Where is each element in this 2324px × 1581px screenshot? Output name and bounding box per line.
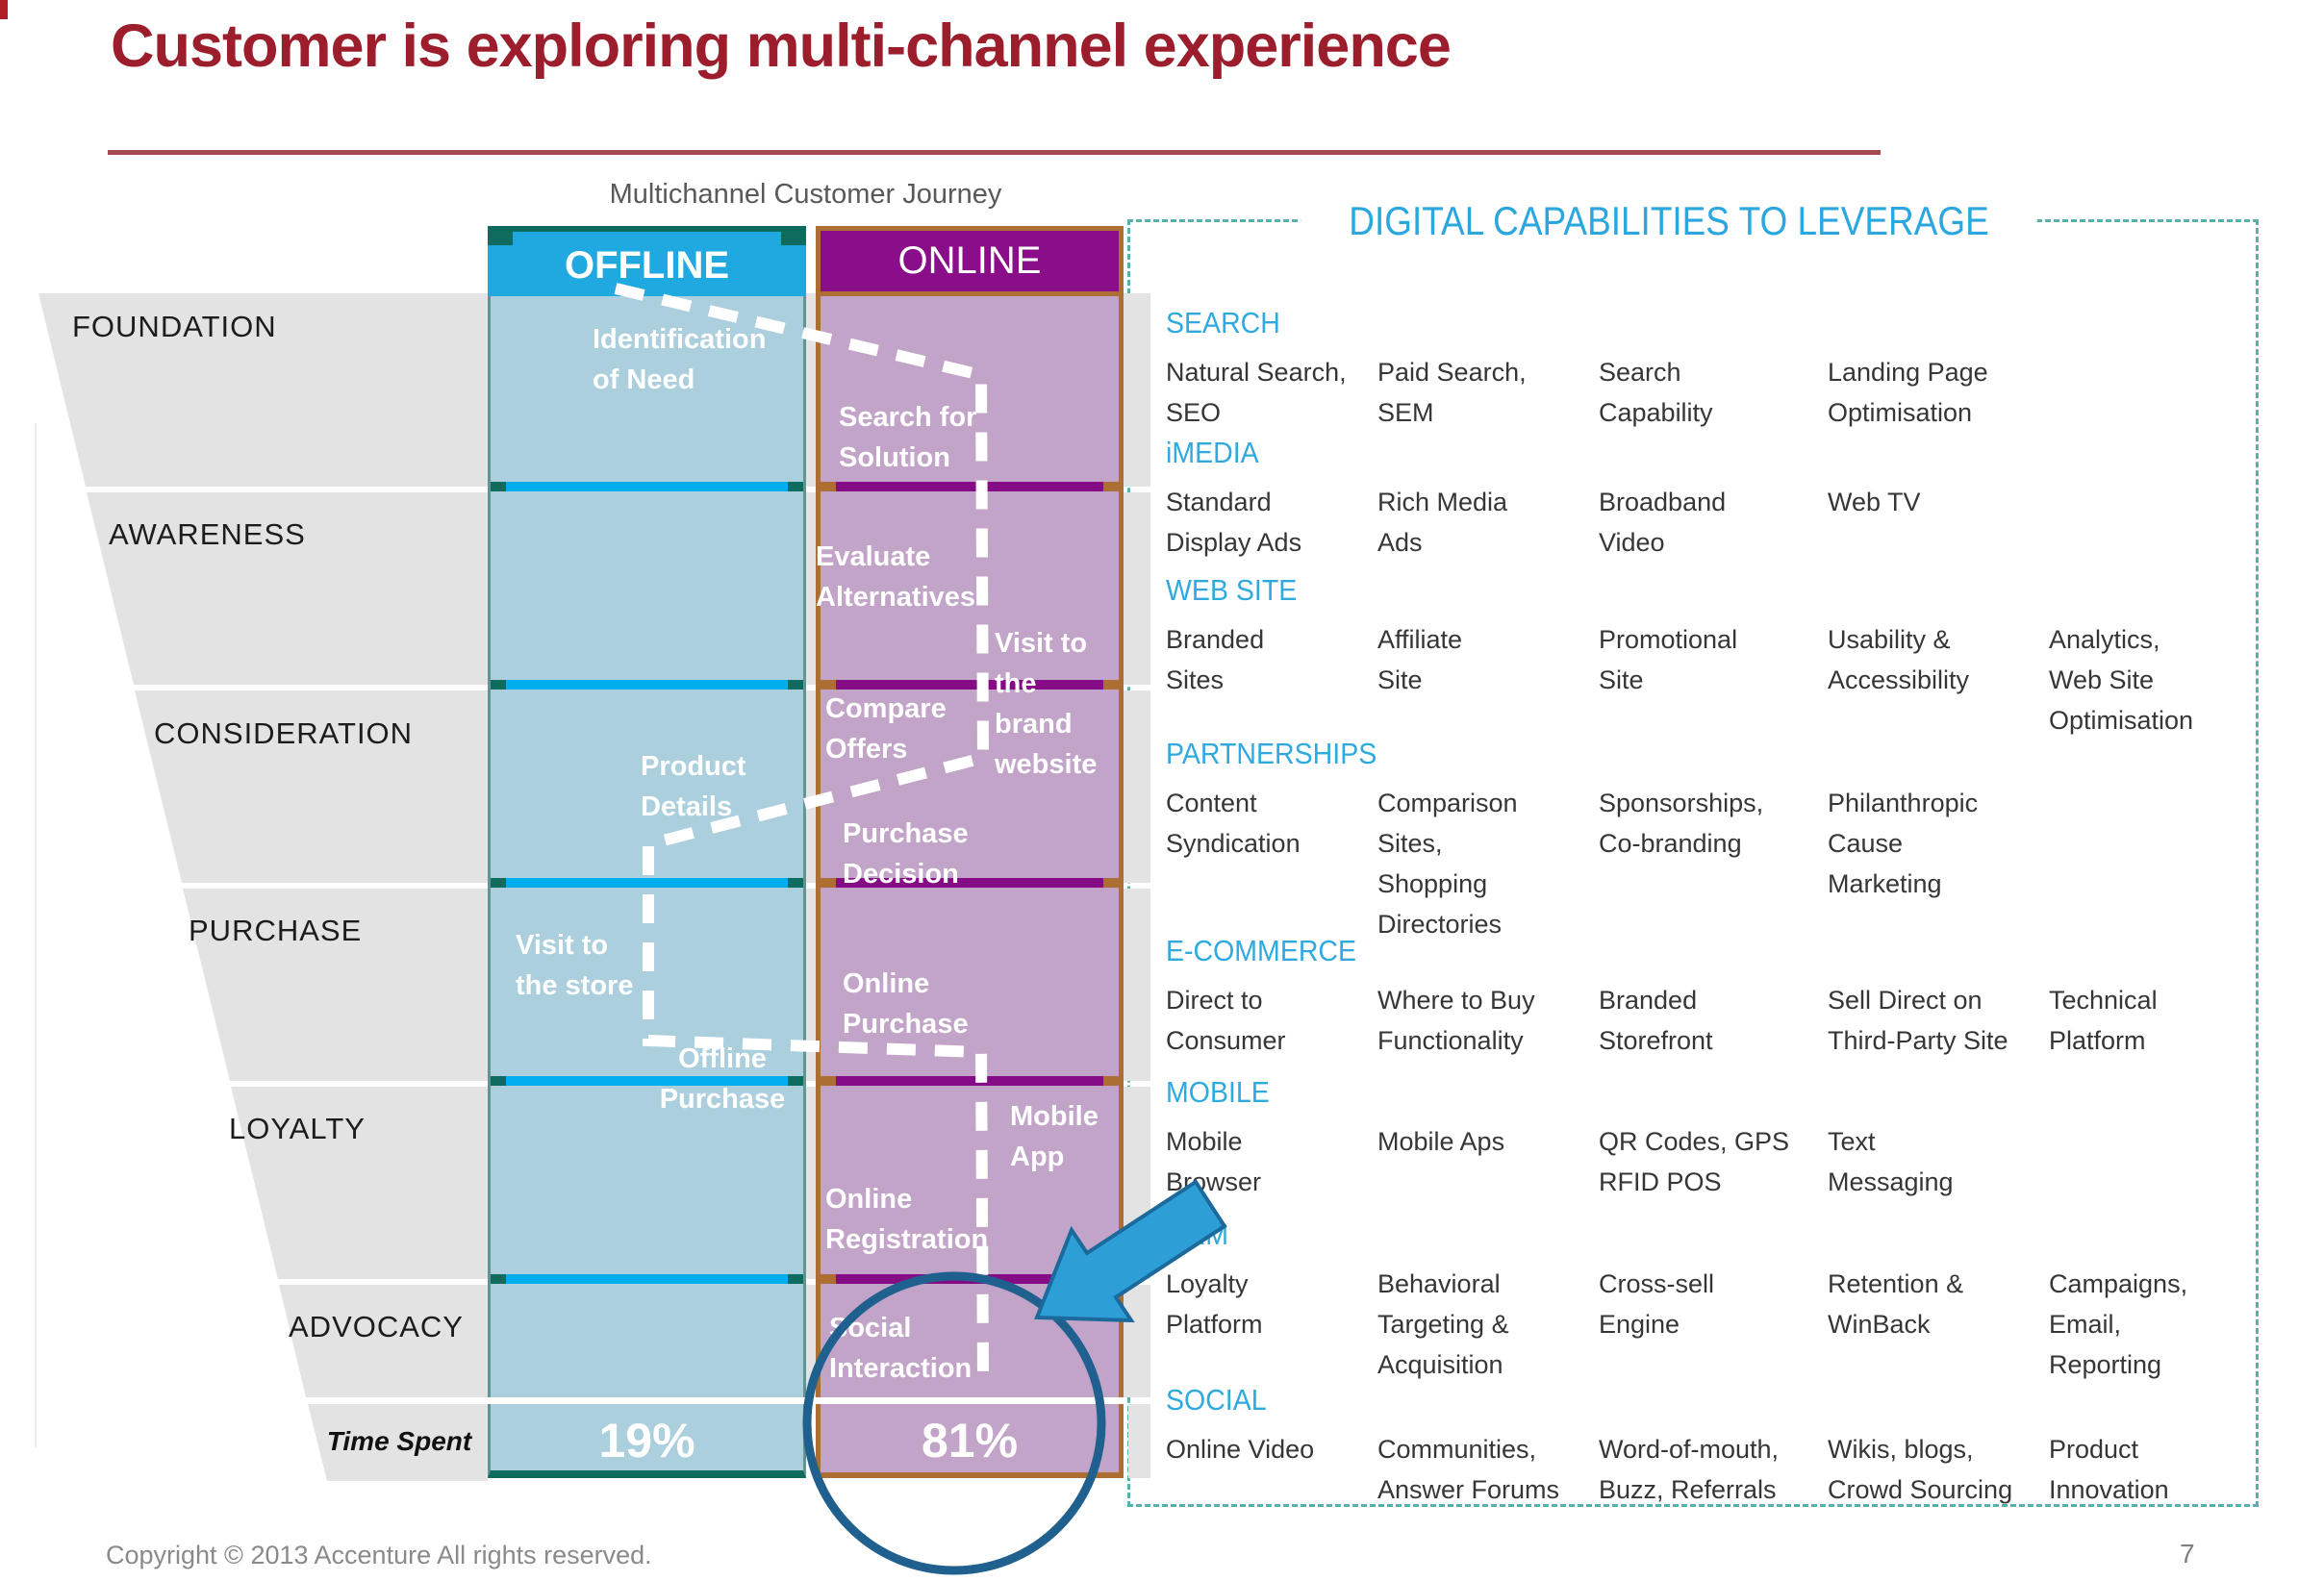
capability-item: Affiliate Site: [1377, 625, 1463, 694]
capability-item: Branded Sites: [1166, 625, 1265, 694]
offline-corner-tab-left: [488, 232, 513, 245]
capability-item: Technical Platform: [2049, 986, 2158, 1055]
capability-item: Usability & Accessibility: [1828, 625, 1970, 694]
stage-label-foundation: FOUNDATION: [72, 310, 277, 343]
capability-section-heading: E-COMMERCE: [1166, 934, 1357, 967]
capability-item: Communities, Answer Forums: [1377, 1435, 1560, 1504]
capability-item: Analytics, Web Site Optimisation: [2049, 625, 2194, 735]
stage-label-consideration: CONSIDERATION: [154, 716, 414, 750]
capability-item: Search Capability: [1599, 358, 1713, 427]
stage-label-advocacy: ADVOCACY: [289, 1310, 464, 1343]
page-title: Customer is exploring multi-channel expe…: [111, 13, 1452, 80]
capability-item: Web TV: [1828, 488, 1921, 516]
capability-item: Promotional Site: [1599, 625, 1738, 694]
capability-item: Word-of-mouth, Buzz, Referrals: [1599, 1435, 1780, 1504]
capability-item: Mobile Browser: [1166, 1127, 1262, 1196]
time-spent-label: Time Spent: [326, 1426, 472, 1456]
capability-section-heading: MOBILE: [1166, 1075, 1270, 1109]
capability-section-heading: SOCIAL: [1166, 1383, 1267, 1417]
title-underline: [108, 150, 1881, 155]
capability-item: Rich Media Ads: [1377, 488, 1508, 557]
capabilities-title: DIGITAL CAPABILITIES TO LEVERAGE: [1301, 196, 2037, 246]
capability-item: Sponsorships, Co-branding: [1599, 789, 1764, 858]
capability-item: Behavioral Targeting & Acquisition: [1377, 1269, 1509, 1379]
stage-label-purchase: PURCHASE: [189, 914, 363, 947]
offline-corner-tab-right: [781, 232, 806, 245]
capability-item: Text Messaging: [1828, 1127, 1954, 1196]
capability-item: Comparison Sites, Shopping Directories: [1377, 789, 1518, 939]
stage-band-time-spent: [308, 1404, 488, 1481]
capability-item: Sell Direct on Third-Party Site: [1828, 986, 2008, 1055]
capability-item: Standard Display Ads: [1166, 488, 1302, 557]
copyright-text: Copyright © 2013 Accenture All rights re…: [106, 1541, 652, 1569]
capability-item: Philanthropic Cause Marketing: [1828, 789, 1979, 898]
capability-section-heading: WEB SITE: [1166, 573, 1298, 607]
capability-item: Campaigns, Email, Reporting: [2049, 1269, 2188, 1379]
funnel-guide-line: [35, 423, 37, 1447]
capability-item: Cross-sell Engine: [1599, 1269, 1715, 1339]
capability-item: Where to Buy Functionality: [1377, 986, 1535, 1055]
capability-item: Natural Search, SEO: [1166, 358, 1347, 427]
capability-item: Direct to Consumer: [1166, 986, 1286, 1055]
capability-item: Branded Storefront: [1599, 986, 1713, 1055]
capability-item: Retention & WinBack: [1828, 1269, 1964, 1339]
step-visit-brand-website: Visit to the brand website: [995, 628, 1098, 780]
capability-item: Loyalty Platform: [1166, 1269, 1263, 1339]
capability-section-heading: CRM: [1166, 1217, 1228, 1251]
capability-item: Paid Search, SEM: [1377, 358, 1527, 427]
stage-label-loyalty: LOYALTY: [229, 1112, 366, 1145]
capability-section-heading: SEARCH: [1166, 306, 1280, 339]
capability-item: Product Innovation: [2049, 1435, 2169, 1504]
capability-section-heading: PARTNERSHIPS: [1166, 737, 1377, 770]
stage-band-sliver: [1128, 1404, 1150, 1478]
capability-item: Content Syndication: [1166, 789, 1301, 858]
capability-section-heading: iMEDIA: [1166, 436, 1259, 469]
capability-item: Landing Page Optimisation: [1828, 358, 1988, 427]
offline-time-spent-value: 19%: [488, 1404, 806, 1478]
red-accent-mark: [0, 0, 8, 19]
capability-item: Broadband Video: [1599, 488, 1727, 557]
capability-item: Mobile Aps: [1377, 1127, 1505, 1156]
step-mobile-app: Mobile App: [1010, 1101, 1099, 1172]
capability-item: QR Codes, GPS RFID POS: [1599, 1127, 1790, 1196]
capability-item: Online Video: [1166, 1435, 1315, 1464]
capability-item: Wikis, blogs, Crowd Sourcing: [1828, 1435, 2013, 1504]
stage-label-awareness: AWARENESS: [109, 517, 306, 551]
journey-caption: Multichannel Customer Journey: [609, 179, 1002, 210]
page-number: 7: [2180, 1539, 2195, 1568]
